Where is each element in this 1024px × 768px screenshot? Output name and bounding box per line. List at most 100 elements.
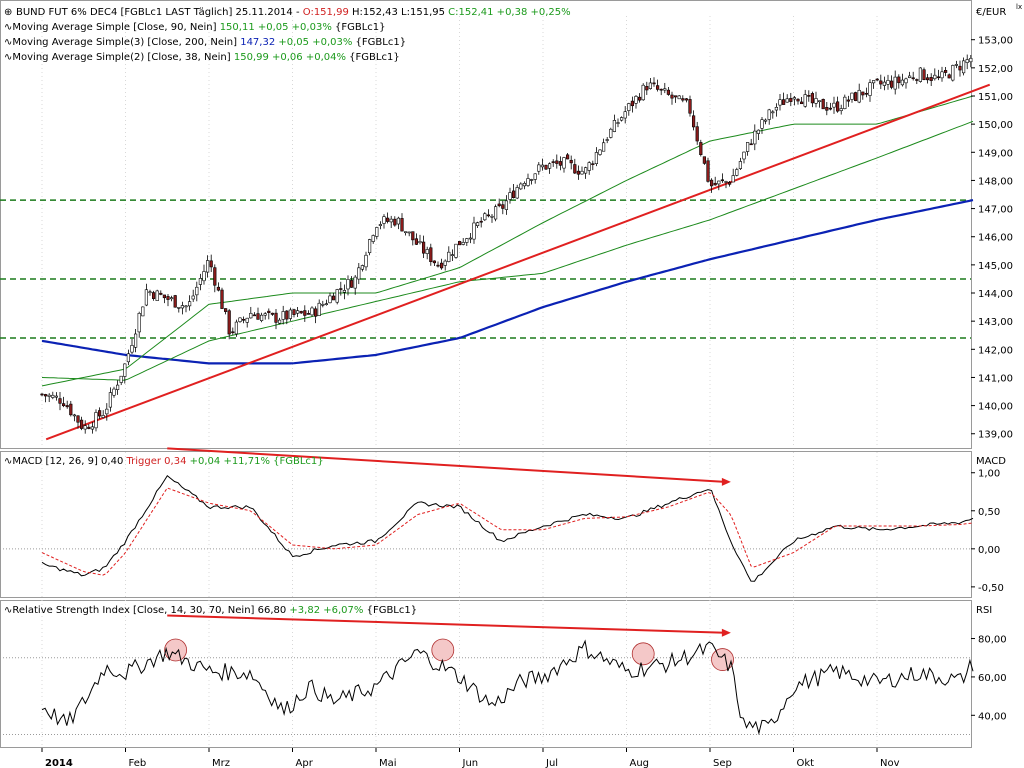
candle-body bbox=[810, 93, 814, 104]
candle-body bbox=[832, 102, 836, 108]
candle-body bbox=[47, 394, 51, 397]
rsi-peak-highlight bbox=[164, 638, 188, 662]
price-trendline bbox=[45, 83, 991, 441]
candle-body bbox=[224, 308, 228, 312]
price-y-tick-label: 148,00 bbox=[978, 176, 1013, 187]
candle-body bbox=[457, 241, 462, 246]
candle-body bbox=[389, 218, 393, 223]
candle-body bbox=[259, 314, 264, 321]
candle-body bbox=[702, 156, 706, 164]
candle-body bbox=[339, 288, 343, 290]
rsi-legend-value: +3,82 +6,07% bbox=[289, 605, 363, 616]
price-legend: ⊕ BUND FUT 6% DEC4 [FGBLc1 LAST Täglich]… bbox=[4, 7, 571, 63]
candle-body bbox=[580, 170, 584, 175]
candle-body bbox=[497, 203, 501, 207]
price-axis-title: €/EUR bbox=[976, 7, 1006, 18]
candle-body bbox=[231, 331, 235, 334]
candle-body bbox=[51, 394, 55, 398]
candle-body bbox=[929, 77, 933, 81]
candle-body bbox=[295, 310, 300, 314]
candle-body bbox=[267, 310, 271, 313]
rsi-divergence-line bbox=[167, 614, 725, 634]
candle-body bbox=[177, 306, 181, 309]
rsi-legend: ∿Relative Strength Index [Close, 14, 30,… bbox=[4, 605, 417, 616]
candle-body bbox=[767, 109, 771, 120]
macd-y-tick-label: -0,50 bbox=[978, 583, 1004, 594]
wave-icon: ∿ bbox=[4, 605, 12, 616]
candle-body bbox=[771, 111, 775, 114]
macd-line bbox=[41, 474, 974, 582]
rsi-divergence-arrowhead bbox=[721, 628, 731, 637]
candle-body bbox=[112, 388, 116, 396]
candle-body bbox=[627, 103, 631, 111]
ma90-legend-value: 150,11 +0,05 +0,03% bbox=[220, 22, 332, 33]
price-y-tick-label: 147,00 bbox=[978, 205, 1013, 216]
x-tick-label: Aug bbox=[630, 758, 650, 768]
candle-body bbox=[90, 426, 94, 430]
candle-body bbox=[80, 419, 84, 429]
candle-body bbox=[933, 74, 937, 80]
price-y-tick-label: 141,00 bbox=[978, 373, 1013, 384]
candle-body bbox=[508, 192, 512, 200]
candle-body bbox=[569, 159, 573, 164]
candle-body bbox=[501, 204, 505, 209]
candle-body bbox=[475, 222, 480, 227]
candle-body bbox=[850, 92, 854, 100]
candle-body bbox=[54, 395, 58, 398]
candle-body bbox=[439, 262, 444, 269]
macd-lines bbox=[0, 447, 974, 582]
candle-body bbox=[853, 92, 858, 101]
candle-body bbox=[648, 82, 652, 89]
candle-body bbox=[587, 162, 591, 171]
candle-body bbox=[562, 157, 566, 169]
candle-body bbox=[681, 98, 685, 101]
candle-body bbox=[864, 92, 868, 95]
candle-body bbox=[403, 231, 408, 234]
candle-body bbox=[537, 164, 541, 172]
candle-body bbox=[778, 99, 782, 106]
candle-body bbox=[817, 100, 822, 103]
candle-body bbox=[843, 96, 847, 110]
x-tick-label: Okt bbox=[797, 758, 815, 768]
candle-body bbox=[828, 107, 832, 110]
rsi-lines bbox=[0, 614, 974, 736]
candle-body bbox=[119, 375, 123, 383]
candle-body bbox=[720, 179, 724, 182]
price-legend-close: C:152,41 +0,38 +0,25% bbox=[445, 7, 571, 18]
candle-body bbox=[911, 77, 915, 80]
candle-body bbox=[735, 169, 739, 176]
ma90-legend: ∿Moving Average Simple [Close, 90, Nein]… bbox=[4, 22, 386, 33]
candle-body bbox=[166, 296, 170, 300]
candle-body bbox=[576, 170, 580, 175]
candle-body bbox=[299, 311, 303, 314]
wave-icon: ∿ bbox=[4, 37, 12, 48]
price-y-tick-label: 144,00 bbox=[978, 289, 1013, 300]
candle-body bbox=[623, 111, 627, 119]
candle-body bbox=[799, 101, 804, 105]
candle-body bbox=[65, 405, 69, 408]
candle-body bbox=[382, 216, 386, 224]
ma38-legend: ∿Moving Average Simple(2) [Close, 38, Ne… bbox=[4, 52, 400, 63]
candle-body bbox=[242, 318, 246, 321]
candle-body bbox=[188, 301, 192, 307]
candle-body bbox=[213, 267, 217, 286]
ma90-line bbox=[41, 120, 974, 381]
candle-body bbox=[835, 101, 840, 112]
candle-body bbox=[792, 97, 796, 100]
scale-icon[interactable]: lx bbox=[1016, 3, 1022, 11]
ma200-legend-label: Moving Average Simple(3) [Close, 200, Ne… bbox=[12, 37, 240, 48]
rsi-y-tick-label: 80,00 bbox=[978, 635, 1007, 646]
candle-body bbox=[486, 214, 491, 217]
candle-body bbox=[846, 99, 850, 102]
candle-body bbox=[742, 151, 746, 160]
candle-body bbox=[947, 74, 951, 79]
rsi-peak-highlight bbox=[631, 642, 655, 666]
candle-body bbox=[101, 415, 105, 418]
candle-body bbox=[645, 86, 649, 91]
candle-body bbox=[969, 57, 973, 63]
candle-body bbox=[691, 115, 696, 128]
candle-body bbox=[807, 95, 811, 97]
candle-body bbox=[925, 77, 930, 81]
candle-body bbox=[857, 89, 861, 103]
candle-body bbox=[367, 239, 372, 254]
